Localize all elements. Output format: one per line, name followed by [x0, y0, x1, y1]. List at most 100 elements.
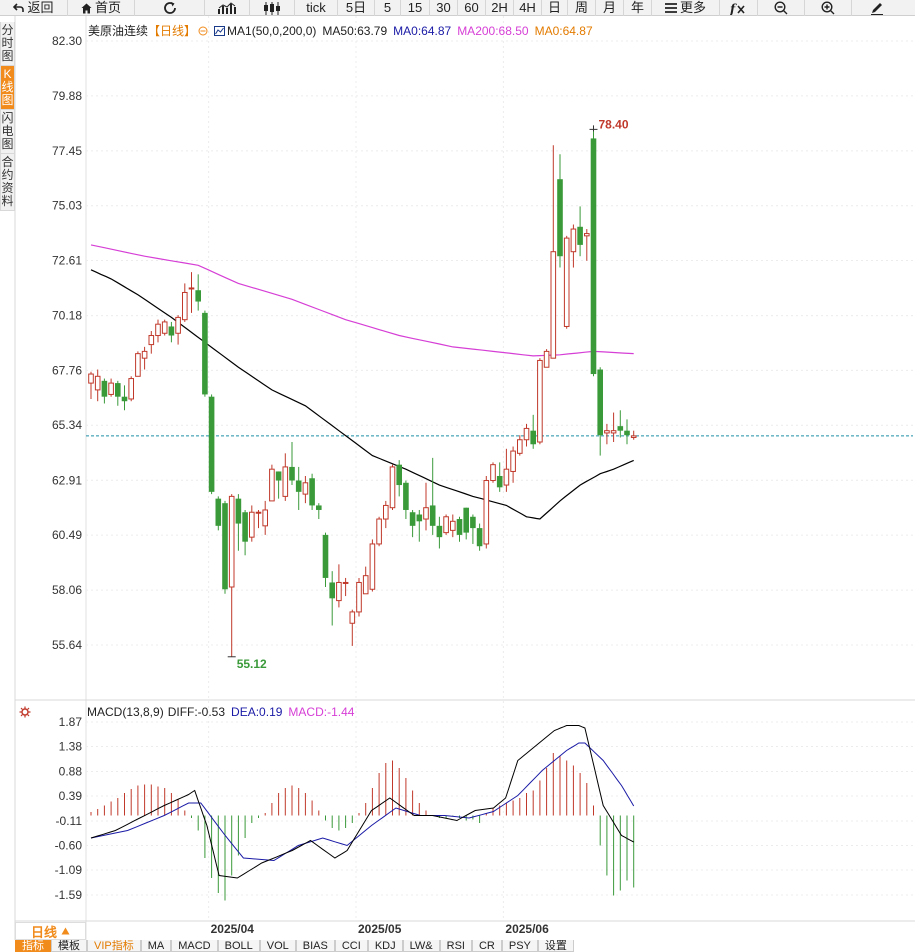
candle-body: [356, 581, 362, 613]
indicator-tab[interactable]: BOLL: [217, 940, 260, 952]
indicator-tab[interactable]: MA: [140, 940, 172, 952]
candle-body: [476, 528, 483, 547]
chart-type-button[interactable]: [205, 0, 250, 16]
candle-body: [202, 312, 208, 395]
back-label: 返回: [27, 0, 54, 15]
period-label: 15: [407, 0, 423, 15]
macd-tick-label: -1.09: [55, 863, 83, 877]
candle-body: [275, 471, 282, 481]
period-week[interactable]: 周: [568, 0, 596, 16]
candle-body: [470, 516, 476, 529]
back-button[interactable]: 返回: [0, 0, 68, 16]
indicator-tab[interactable]: KDJ: [367, 940, 403, 952]
price-tick-label: 79.88: [52, 89, 82, 103]
indicator-tab[interactable]: 指标: [15, 940, 51, 952]
home-button[interactable]: 首页: [68, 0, 135, 16]
main-legend: 美原油连续 【日线】 MA1(50,0,200,0) MA50:63.79 MA…: [88, 22, 593, 39]
indicator-tab[interactable]: PSY: [501, 940, 538, 952]
candle-body: [557, 179, 563, 257]
ma200-value: MA200:68.50: [457, 23, 529, 38]
candlestick-icon: [264, 1, 280, 15]
zoom-in-button[interactable]: [805, 0, 852, 16]
ma-value: MA0:64.87: [393, 23, 452, 38]
back-arrow-icon: [13, 3, 25, 12]
candle-body: [517, 439, 523, 454]
indicator-tabs: 指标 模板 VIP指标 MA MACD BOLL VOL BIAS CCI KDJ LW& RSI CR…: [15, 940, 574, 952]
candle-body: [182, 291, 188, 321]
indicator-tab[interactable]: CR: [471, 940, 502, 952]
period-4h[interactable]: 4H: [514, 0, 542, 16]
candle-body: [161, 321, 168, 334]
candle-body: [228, 495, 235, 588]
tick-button[interactable]: tick: [295, 0, 338, 16]
candle-body: [537, 359, 543, 443]
candle-style-button[interactable]: [250, 0, 295, 16]
candle-body: [309, 478, 315, 506]
period-label: 60: [464, 0, 479, 15]
indicator-tab[interactable]: 设置: [537, 940, 574, 952]
zoom-out-button[interactable]: [758, 0, 805, 16]
period-60min[interactable]: 60: [458, 0, 486, 16]
formula-button[interactable]: f: [720, 0, 758, 16]
price-tick-label: 55.64: [52, 638, 82, 652]
chart-small-icon[interactable]: [214, 25, 226, 36]
period-month[interactable]: 月: [596, 0, 624, 16]
candle-body: [249, 511, 255, 538]
indicator-tab[interactable]: CCI: [334, 940, 368, 952]
side-tab-flash[interactable]: 闪电图: [0, 110, 15, 154]
candle-body: [316, 505, 322, 510]
indicator-tab[interactable]: VIP指标: [87, 940, 141, 952]
candle-body: [423, 507, 429, 520]
period-label: 30: [436, 0, 451, 15]
candle-body: [295, 480, 302, 492]
side-tab-kline[interactable]: K线图: [0, 66, 15, 110]
refresh-button[interactable]: [135, 0, 205, 16]
period-selector[interactable]: 日线: [15, 922, 86, 940]
macd-tick-label: 1.87: [59, 715, 83, 729]
indicator-tab[interactable]: 模板: [51, 940, 87, 952]
tick-label: tick: [306, 0, 326, 15]
period-5min[interactable]: 5: [375, 0, 401, 16]
low-price-label: 55.12: [237, 657, 267, 671]
period-30min[interactable]: 30: [430, 0, 458, 16]
ma50-line: [90, 269, 634, 520]
period-15min[interactable]: 15: [401, 0, 430, 16]
period-2h[interactable]: 2H: [486, 0, 514, 16]
indicator-tab[interactable]: LW&: [402, 940, 440, 952]
period-year[interactable]: 年: [624, 0, 652, 16]
side-tab-contract-info[interactable]: 合约资料: [0, 154, 15, 211]
candle-body: [289, 466, 295, 481]
candle-body: [463, 507, 469, 533]
indicator-tab[interactable]: VOL: [259, 940, 296, 952]
macd-value: MACD:-1.44: [288, 705, 355, 719]
candle-body: [456, 519, 463, 535]
candle-body: [610, 430, 617, 434]
period-label: 4H: [519, 0, 536, 15]
more-button[interactable]: 更多: [652, 0, 720, 16]
gear-icon[interactable]: [19, 706, 31, 718]
settings-circle-icon[interactable]: [198, 26, 208, 36]
candle-body: [584, 233, 590, 237]
candle-body: [168, 326, 175, 336]
indicator-tab[interactable]: BIAS: [295, 940, 335, 952]
period-5day[interactable]: 5日: [338, 0, 375, 16]
candle-body: [222, 503, 228, 590]
candle-body: [362, 575, 369, 595]
candle-body: [282, 466, 289, 497]
candle-body: [617, 426, 624, 431]
pencil-icon: [871, 3, 883, 15]
candle-body: [630, 435, 637, 438]
macd-label: MACD(13,8,9): [87, 705, 164, 719]
side-tab-timeshare[interactable]: 分时图: [0, 22, 15, 66]
period-day[interactable]: 日: [542, 0, 568, 16]
price-tick-label: 65.34: [52, 418, 82, 432]
diff-line: [90, 725, 634, 879]
draw-tool-button[interactable]: [852, 0, 902, 16]
period-selector-label: 日线: [30, 924, 57, 940]
candle-body: [450, 520, 456, 531]
dea-line: [90, 742, 635, 862]
indicator-tab[interactable]: MACD: [171, 940, 218, 952]
indicator-tab[interactable]: RSI: [439, 940, 472, 952]
candle-body: [208, 396, 215, 492]
